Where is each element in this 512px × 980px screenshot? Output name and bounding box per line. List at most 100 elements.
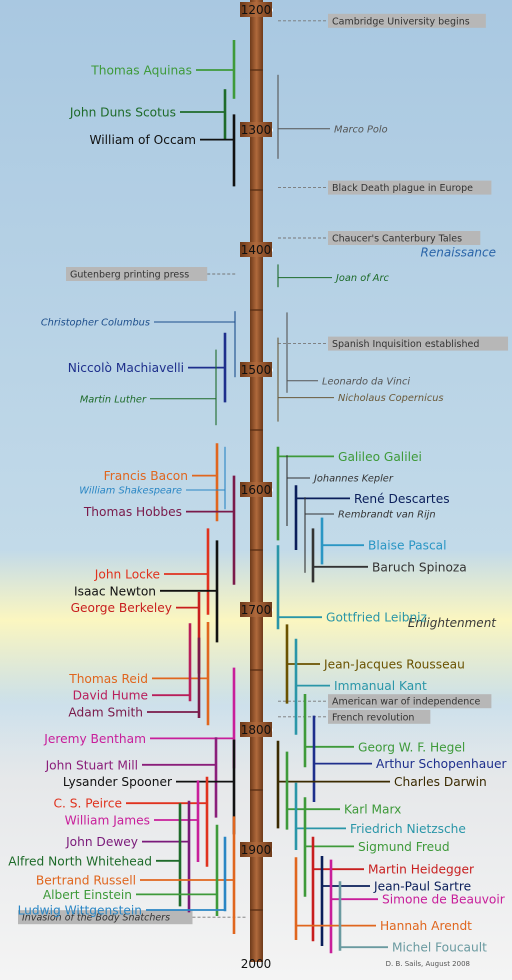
- year-label-bg: [240, 482, 272, 497]
- person-name: Sigmund Freud: [358, 840, 450, 854]
- event-box: [328, 694, 492, 709]
- person-name: Nicholaus Copernicus: [338, 393, 444, 404]
- year-label-1800: 1800: [241, 723, 272, 737]
- person-rene-descartes: René Descartes: [294, 485, 450, 550]
- person-joan-of-arc: Joan of Arc: [277, 264, 389, 288]
- person-alfred-north-whitehead: Alfred North Whitehead: [8, 803, 182, 907]
- person-baruch-spinoza: Baruch Spinoza: [311, 528, 467, 583]
- person-johannes-kepler: Johannes Kepler: [286, 455, 394, 526]
- year-label-1900: 1900: [241, 843, 272, 857]
- person-name: Martin Luther: [80, 394, 147, 405]
- person-martin-heidegger: Martin Heidegger: [311, 836, 475, 942]
- person-nicholaus-copernicus: Nicholaus Copernicus: [277, 337, 444, 422]
- person-name: John Duns Scotus: [69, 106, 176, 120]
- year-label-2000: 2000: [241, 957, 272, 971]
- person-name: Leonardo da Vinci: [322, 376, 410, 387]
- lifespan-bars: Thomas Aquinas John Duns Scotus William of…: [8, 40, 507, 955]
- event-box: [328, 180, 492, 195]
- person-gottfried-leibniz: Gottfried Leibniz: [276, 545, 427, 630]
- person-name: Rembrandt van Rijn: [338, 510, 436, 521]
- person-william-of-occam: William of Occam: [90, 114, 236, 187]
- person-name: Martin Heidegger: [368, 863, 475, 877]
- event-box: [328, 231, 481, 245]
- person-name: Christopher Columbus: [41, 318, 150, 329]
- year-label-1300: 1300: [241, 123, 272, 137]
- person-name: René Descartes: [354, 492, 450, 506]
- person-name: Francis Bacon: [104, 469, 188, 483]
- person-name: Simone de Beauvoir: [382, 893, 506, 907]
- person-name: Thomas Aquinas: [90, 64, 192, 78]
- person-david-hume: David Hume: [73, 623, 192, 703]
- person-name: Isaac Newton: [74, 584, 156, 598]
- person-name: Hannah Arendt: [380, 919, 472, 933]
- person-ludwig-wittgenstein: Ludwig Wittgenstein: [18, 836, 227, 918]
- year-label-1700: 1700: [241, 603, 272, 617]
- person-name: Johannes Kepler: [312, 474, 394, 485]
- event-chaucer-s-canterbury-tales: Chaucer's Canterbury Tales: [278, 231, 481, 245]
- person-martin-luther: Martin Luther: [80, 349, 217, 426]
- person-george-berkeley: George Berkeley: [71, 592, 201, 674]
- person-c-s-peirce: C. S. Peirce: [54, 776, 209, 867]
- event-label: Invasion of the Body Snatchers: [22, 913, 170, 924]
- year-label-bg: [240, 602, 272, 617]
- person-marco-polo: Marco Polo: [277, 74, 388, 159]
- event-box: [18, 910, 193, 925]
- event-gutenberg-printing-press: Gutenberg printing press: [66, 267, 236, 281]
- event-american-war-of-independence: American war of independence: [278, 694, 492, 709]
- person-name: Gottfried Leibniz: [326, 611, 427, 625]
- event-label: Black Death plague in Europe: [332, 183, 473, 194]
- year-label-1600: 1600: [241, 483, 272, 497]
- year-label-1400: 1400: [241, 243, 272, 257]
- person-michel-foucault: Michel Foucault: [338, 881, 487, 955]
- person-niccolo-machiavelli: Niccolò Machiavelli: [68, 332, 227, 403]
- person-albert-einstein: Albert Einstein: [43, 824, 219, 916]
- event-box: [66, 267, 208, 281]
- person-name: Joan of Arc: [334, 273, 389, 284]
- person-name: David Hume: [73, 689, 148, 703]
- person-name: Arthur Schopenhauer: [376, 757, 507, 771]
- person-christopher-columbus: Christopher Columbus: [41, 311, 236, 378]
- event-label: Chaucer's Canterbury Tales: [332, 234, 462, 245]
- event-box: [328, 13, 486, 28]
- year-label-1200: 1200: [241, 3, 272, 17]
- person-name: Immanual Kant: [334, 679, 427, 693]
- person-name: Friedrich Nietzsche: [350, 822, 466, 836]
- person-name: Blaise Pascal: [368, 539, 447, 553]
- year-label-bg: [240, 722, 272, 737]
- person-thomas-reid: Thomas Reid: [68, 622, 210, 726]
- person-adam-smith: Adam Smith: [68, 637, 201, 720]
- person-john-locke: John Locke: [94, 528, 210, 615]
- person-bertrand-russell: Bertrand Russell: [36, 816, 236, 934]
- person-william-shakespeare: William Shakespeare: [79, 446, 226, 510]
- person-thomas-aquinas: Thomas Aquinas: [90, 40, 236, 99]
- person-name: Lysander Spooner: [63, 775, 173, 789]
- person-name: Niccolò Machiavelli: [68, 361, 184, 375]
- event-black-death-plague-in-europe: Black Death plague in Europe: [278, 180, 492, 195]
- person-name: Jeremy Bentham: [43, 732, 146, 746]
- person-hannah-arendt: Hannah Arendt: [294, 857, 472, 940]
- person-sigmund-freud: Sigmund Freud: [303, 797, 450, 897]
- event-label: Spanish Inquisition established: [332, 339, 479, 350]
- person-name: Adam Smith: [68, 706, 143, 720]
- person-name: Marco Polo: [334, 124, 388, 135]
- person-name: William James: [65, 814, 150, 828]
- person-name: William Shakespeare: [79, 486, 182, 497]
- person-name: Albert Einstein: [43, 888, 132, 902]
- era-labels: Renaissance Enlightenment: [408, 245, 497, 630]
- person-simone-de-beauvoir: Simone de Beauvoir: [329, 859, 506, 954]
- credit-text: D. B. Sails, August 2008: [386, 960, 470, 968]
- person-name: Thomas Hobbes: [83, 505, 182, 519]
- person-name: Charles Darwin: [394, 775, 487, 789]
- person-name: William of Occam: [90, 133, 197, 147]
- person-name: Thomas Reid: [68, 672, 148, 686]
- event-invasion-of-the-body-snatchers: Invasion of the Body Snatchers: [18, 910, 246, 925]
- year-label-bg: [240, 122, 272, 137]
- person-isaac-newton: Isaac Newton: [74, 540, 219, 643]
- person-arthur-schopenhauer: Arthur Schopenhauer: [312, 715, 507, 802]
- event-markers: Cambridge University begins Black Death p…: [18, 13, 509, 925]
- event-box: [328, 336, 509, 351]
- person-name: Bertrand Russell: [36, 874, 136, 888]
- event-label: Cambridge University begins: [332, 16, 470, 27]
